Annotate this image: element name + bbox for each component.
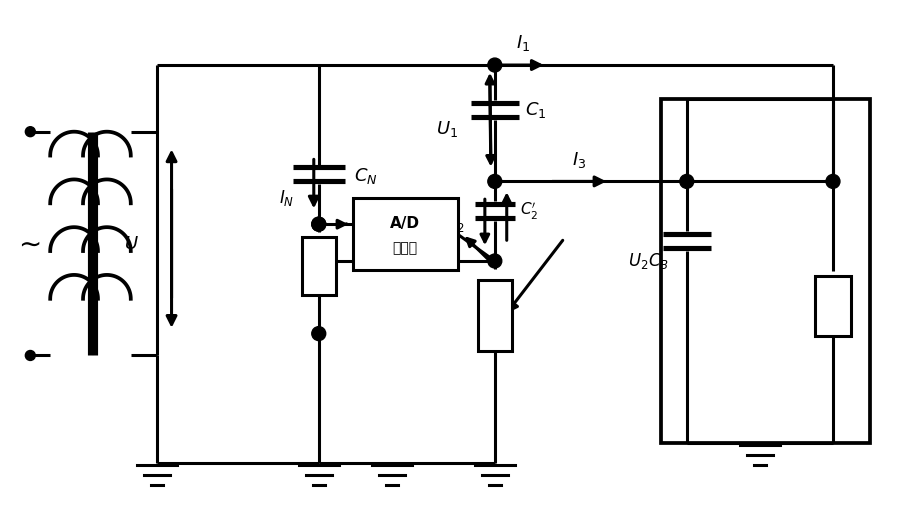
Circle shape [679,174,694,188]
Text: $C_1$: $C_1$ [525,100,547,120]
Text: $I_3$: $I_3$ [572,150,587,170]
Circle shape [312,217,326,231]
Text: $U_1$: $U_1$ [436,119,458,139]
Circle shape [488,174,502,188]
Circle shape [488,254,502,268]
Text: $U$: $U$ [125,235,139,253]
Text: $R_3$: $R_3$ [485,305,505,326]
Bar [661,99,869,443]
Circle shape [488,58,502,72]
Bar [815,276,851,335]
Bar [353,198,458,270]
Text: $I_N$: $I_N$ [279,188,293,208]
Text: $U_2C_B$: $U_2C_B$ [628,251,668,271]
Text: $\sim$: $\sim$ [14,231,41,257]
Text: 计算机: 计算机 [392,241,418,255]
Circle shape [26,350,35,361]
Text: $R_B$: $R_B$ [822,296,845,316]
Bar [478,280,512,351]
Bar [302,237,336,295]
Text: $I_2$: $I_2$ [452,214,465,234]
Text: A/D: A/D [391,216,420,231]
Circle shape [312,327,326,341]
Circle shape [312,217,326,231]
Circle shape [26,127,35,137]
Circle shape [826,174,840,188]
Text: $C_2'$: $C_2'$ [520,201,538,222]
Text: $I_1$: $I_1$ [515,33,530,53]
Text: $R_A$: $R_A$ [308,256,329,276]
Text: $C_N$: $C_N$ [354,167,377,186]
